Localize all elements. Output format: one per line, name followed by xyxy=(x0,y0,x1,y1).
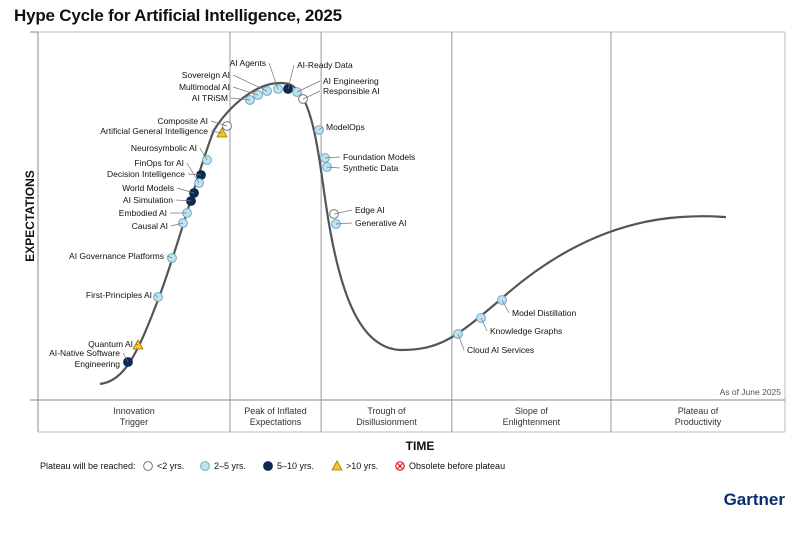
point-label: ModelOps xyxy=(326,122,365,132)
leader-line xyxy=(457,333,465,351)
point-label: AI Governance Platforms xyxy=(69,251,164,261)
leader-line xyxy=(501,299,510,314)
point-label: AI TRiSM xyxy=(192,93,228,103)
leader-line xyxy=(175,199,192,202)
leader-line xyxy=(210,120,228,127)
point-label: Neurosymbolic AI xyxy=(131,143,197,153)
phase-label: Slope of Enlightenment xyxy=(503,406,561,427)
chart-title: Hype Cycle for Artificial Intelligence, … xyxy=(14,6,342,25)
point-label: Composite AI xyxy=(157,116,208,126)
leader-line xyxy=(199,147,208,161)
leader-line xyxy=(302,90,321,100)
point-label: Model Distillation xyxy=(512,308,577,318)
point-label: First-Principles AI xyxy=(86,290,152,300)
point-label: FinOps for AI xyxy=(134,158,184,168)
leader-line xyxy=(326,166,341,169)
leader-line xyxy=(187,173,202,176)
legend-marker xyxy=(200,461,210,471)
point-label: Embodied AI xyxy=(119,208,167,218)
point-label: Foundation Models xyxy=(343,152,415,162)
legend-label: <2 yrs. xyxy=(157,461,184,471)
leader-line xyxy=(287,64,295,90)
data-point xyxy=(132,339,144,350)
leader-line xyxy=(268,62,279,90)
phase-label: Peak of Inflated Expectations xyxy=(244,406,307,427)
phase-label: Plateau of Productivity xyxy=(675,406,722,427)
legend-x-mark xyxy=(397,463,403,469)
gartner-logo: Gartner xyxy=(724,490,786,509)
x-axis-title: TIME xyxy=(406,439,435,453)
point-label: Generative AI xyxy=(355,218,407,228)
point-label: AI-Native Software Engineering xyxy=(49,348,120,369)
hype-curve xyxy=(99,81,727,386)
point-label: Quantum AI xyxy=(88,339,133,349)
phase-label: Innovation Trigger xyxy=(113,406,155,427)
point-label: Knowledge Graphs xyxy=(490,326,562,336)
leader-line xyxy=(122,352,129,363)
leader-line xyxy=(296,80,321,93)
point-label: AI Simulation xyxy=(123,195,173,205)
point-label: Decision Intelligence xyxy=(107,169,185,179)
phase-label: Trough of Disillusionment xyxy=(356,406,417,427)
legend-marker xyxy=(331,460,343,471)
legend-label: Obsolete before plateau xyxy=(409,461,505,471)
leader-line xyxy=(324,156,341,159)
leader-line xyxy=(232,86,259,96)
leader-line xyxy=(318,126,324,131)
point-label: AI Agents xyxy=(230,58,266,68)
point-label: World Models xyxy=(122,183,174,193)
point-label: Responsible AI xyxy=(323,86,380,96)
point-label: Artificial General Intelligence xyxy=(100,126,208,136)
leader-line xyxy=(232,74,268,92)
point-label: Causal AI xyxy=(132,221,168,231)
point-label: AI Engineering xyxy=(323,76,379,86)
legend-label: 5–10 yrs. xyxy=(277,461,314,471)
point-label: Edge AI xyxy=(355,205,385,215)
point-label: Cloud AI Services xyxy=(467,345,534,355)
leader-line xyxy=(166,255,173,259)
leader-line xyxy=(210,130,223,134)
leader-line xyxy=(186,162,200,184)
leader-line xyxy=(176,187,195,194)
leader-line xyxy=(170,222,184,227)
legend-marker xyxy=(263,461,273,471)
leader-line xyxy=(335,222,353,225)
point-label: Multimodal AI xyxy=(179,82,230,92)
leader-line xyxy=(333,209,353,215)
legend-label: 2–5 yrs. xyxy=(214,461,246,471)
legend-label: >10 yrs. xyxy=(346,461,378,471)
point-label: Sovereign AI xyxy=(182,70,230,80)
point-label: AI-Ready Data xyxy=(297,60,353,70)
as-of-note: As of June 2025 xyxy=(720,387,782,397)
leader-line xyxy=(230,97,251,101)
leader-line xyxy=(154,294,159,298)
point-label: Synthetic Data xyxy=(343,163,399,173)
y-axis-title: EXPECTATIONS xyxy=(23,170,37,262)
leader-line xyxy=(135,343,139,346)
legend-marker xyxy=(143,461,153,471)
legend-title: Plateau will be reached: xyxy=(40,461,136,471)
leader-line xyxy=(480,317,488,332)
